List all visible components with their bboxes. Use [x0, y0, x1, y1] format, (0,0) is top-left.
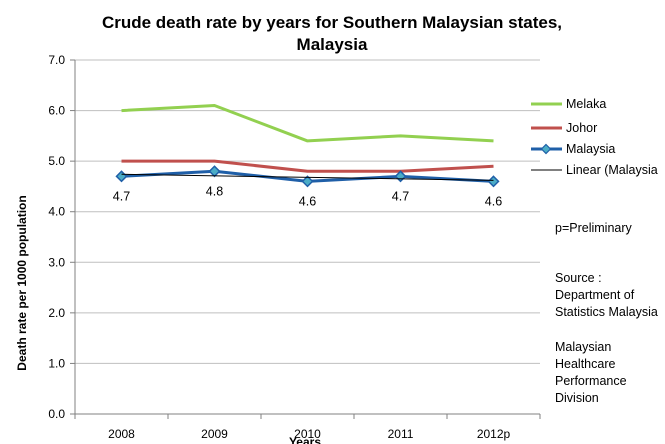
x-tick-label: 2008: [108, 427, 135, 441]
data-labels: 4.7 4.8 4.6 4.7 4.6: [113, 184, 502, 208]
notes: p=Preliminary Source : Department of Statis…: [555, 221, 658, 405]
x-tick-label: 2012p: [477, 427, 511, 441]
note-line: Healthcare: [555, 357, 615, 371]
y-tick-labels: 0.0 1.0 2.0 3.0 4.0 5.0 6.0 7.0: [48, 53, 65, 421]
x-tick-label: 2009: [201, 427, 228, 441]
chart-title-line-1: Crude death rate by years for Southern M…: [102, 13, 562, 32]
y-tick-label: 5.0: [48, 154, 65, 168]
legend-marker-malaysia: [540, 143, 552, 155]
x-axis-label: Years: [289, 435, 321, 444]
y-tick-label: 0.0: [48, 407, 65, 421]
data-label: 4.8: [206, 184, 223, 198]
axes: [70, 59, 541, 419]
y-tick-label: 1.0: [48, 356, 65, 370]
data-label: 4.7: [113, 189, 130, 203]
y-axis-label: Death rate per 1000 population: [15, 195, 29, 370]
note-line: Performance: [555, 374, 627, 388]
x-tick-label: 2010: [294, 427, 321, 441]
point-malaysia: [487, 175, 500, 188]
y-tick-label: 2.0: [48, 306, 65, 320]
y-tick-label: 6.0: [48, 104, 65, 118]
legend: Melaka Johor Malaysia Linear (Malaysia: [531, 97, 658, 177]
chart-title: Crude death rate by years for Southern M…: [102, 13, 562, 54]
data-label: 4.7: [392, 189, 409, 203]
y-tick-label: 4.0: [48, 205, 65, 219]
y-tick-label: 3.0: [48, 255, 65, 269]
legend-label-linear-malaysia-: Linear (Malaysia: [566, 163, 658, 177]
legend-label-malaysia: Malaysia: [566, 142, 615, 156]
note-line: Malaysian: [555, 340, 611, 354]
series-line-melaka: [121, 104, 494, 143]
y-tick-label: 7.0: [48, 53, 65, 67]
series-line-johor: [121, 159, 494, 173]
chart-title-line-2: Malaysia: [297, 35, 368, 54]
point-malaysia: [208, 165, 221, 178]
legend-label-johor: Johor: [566, 121, 597, 135]
point-malaysia: [394, 170, 407, 183]
x-tick-labels: 2008 2009 2010 2011 2012p: [108, 427, 510, 441]
legend-label-melaka: Melaka: [566, 97, 606, 111]
gridlines: [75, 59, 540, 364]
x-tick-label: 2011: [388, 427, 414, 441]
note-line: Division: [555, 391, 599, 405]
note-line: p=Preliminary: [555, 221, 633, 235]
series-lines: [115, 104, 500, 188]
trendline-malaysia: [121, 173, 494, 181]
note-line: Source :: [555, 271, 602, 285]
note-line: Department of: [555, 288, 635, 302]
point-malaysia: [301, 175, 314, 188]
note-line: Statistics Malaysia: [555, 305, 658, 319]
data-label: 4.6: [485, 194, 502, 208]
data-label: 4.6: [299, 194, 316, 208]
point-malaysia: [115, 170, 128, 183]
